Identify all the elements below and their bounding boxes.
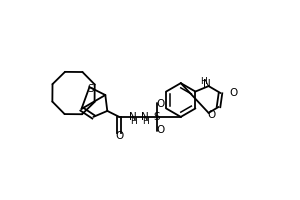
Text: H: H <box>142 117 148 126</box>
Text: H: H <box>130 117 136 126</box>
Text: O: O <box>157 99 165 109</box>
Text: O: O <box>230 88 238 98</box>
Text: N: N <box>203 79 211 89</box>
Text: N: N <box>141 112 149 122</box>
Text: H: H <box>200 77 207 86</box>
Text: S: S <box>154 112 160 122</box>
Text: N: N <box>129 112 137 122</box>
Text: O: O <box>157 125 165 135</box>
Text: O: O <box>207 110 216 120</box>
Text: O: O <box>115 131 123 141</box>
Text: S: S <box>88 84 94 94</box>
